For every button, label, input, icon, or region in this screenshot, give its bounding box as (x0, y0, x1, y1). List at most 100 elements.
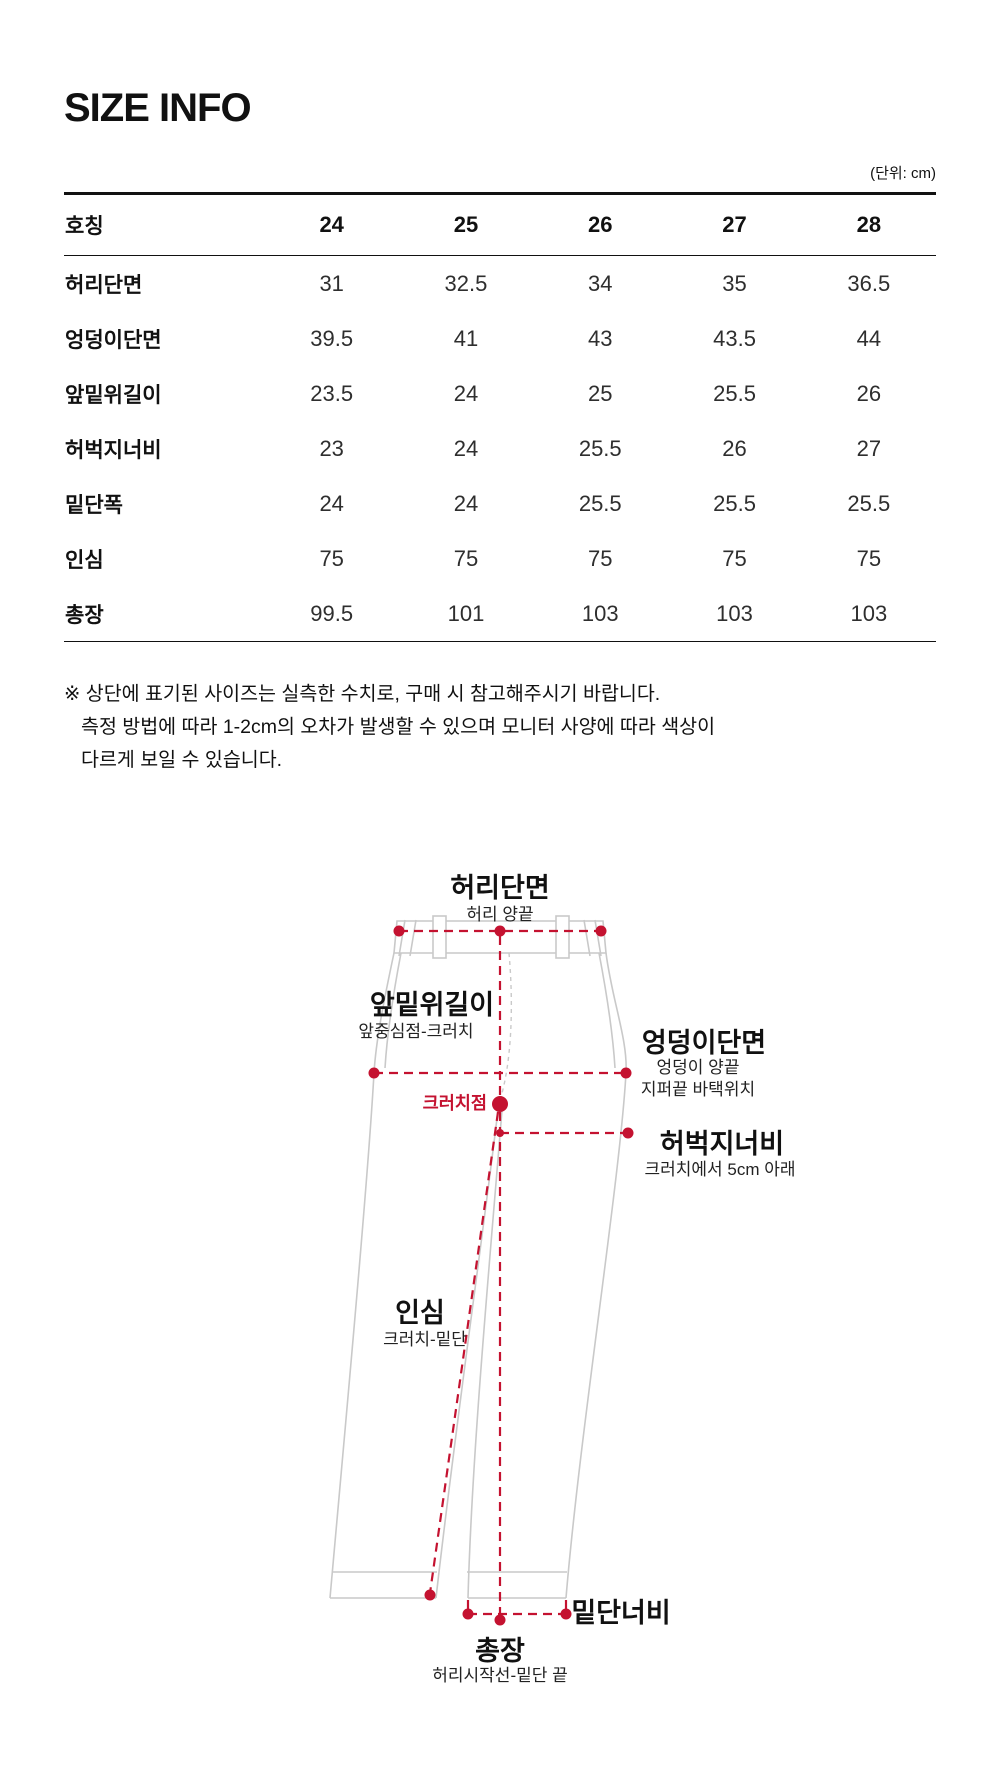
inseam-dot-bottom (424, 1589, 436, 1601)
table-row-thigh: 허벅지너비 23 24 25.5 26 27 (64, 421, 936, 476)
table-header-size-25: 25 (398, 193, 534, 256)
pants-belt-loop-right-edge (583, 919, 602, 957)
cell: 32.5 (444, 270, 488, 296)
page-title: SIZE INFO (64, 86, 252, 130)
diagram-sublabel-hip-2: 지퍼끝 바택위치 (640, 1080, 756, 1099)
cell: 44 (856, 325, 882, 351)
table-header-size-28: 28 (801, 193, 936, 256)
thigh-dot-right (622, 1127, 634, 1139)
row-label: 밑단폭 (65, 493, 123, 517)
hem-dot-right (560, 1608, 572, 1620)
diagram-label-waist: 허리단면 (450, 873, 550, 903)
cell: 25.5 (847, 490, 891, 516)
cell: 26 (722, 435, 747, 461)
diagram-label-hem-width: 밑단너비 (571, 1598, 671, 1628)
cell: 34 (588, 270, 613, 296)
cell: 43 (588, 325, 613, 351)
diagram-label-front-rise: 앞밑위길이 (369, 990, 495, 1020)
waist-dot-center (494, 925, 506, 937)
table-row-hem-width: 밑단폭 24 24 25.5 25.5 25.5 (64, 476, 936, 531)
cell: 75 (588, 545, 613, 571)
cell: 103 (581, 600, 619, 626)
cell: 43.5 (713, 325, 756, 351)
diagram-label-total-length: 총장 (475, 1636, 525, 1666)
table-row-front-rise: 앞밑위길이 23.5 24 25 25.5 26 (64, 366, 936, 421)
cell: 103 (716, 600, 753, 626)
footnote: ※ 상단에 표기된 사이즈는 실측한 수치로, 구매 시 참고해주시기 바랍니다… (64, 678, 936, 777)
pants-right-outer-seam (565, 952, 627, 1599)
cell: 24 (453, 380, 479, 406)
pants-left-hem (330, 1571, 437, 1599)
table-row-inseam: 인심 75 75 75 75 75 (64, 531, 936, 586)
diagram-sublabel-hip-1: 엉덩이 양끝 (656, 1058, 740, 1077)
table-header-name: 호칭 (64, 193, 265, 256)
row-label: 인심 (65, 548, 104, 572)
table-header-row: 호칭 24 25 26 27 28 (64, 193, 936, 256)
pants-right-pocket-seam (598, 952, 616, 1069)
size-table: 호칭 24 25 26 27 28 허리단면 31 32.5 34 35 36.… (64, 192, 936, 642)
cell: 35 (722, 270, 747, 296)
row-label: 허벅지너비 (65, 438, 162, 462)
cell: 24 (319, 490, 344, 516)
footnote-line-2: 측정 방법에 따라 1-2cm의 오차가 발생할 수 있으며 모니터 사양에 따… (81, 716, 716, 738)
cell: 41 (453, 325, 479, 351)
cell: 101 (447, 600, 485, 626)
pants-left-pocket-seam (384, 952, 402, 1069)
cell: 75 (856, 545, 882, 571)
cell: 25.5 (578, 490, 622, 516)
table-header-size-24: 24 (264, 193, 399, 256)
size-info-section: SIZE INFO (단위: cm) 호칭 24 25 26 27 28 허리단… (0, 0, 1000, 777)
pants-belt-loop-left-edge (398, 919, 417, 957)
hip-dot-left (368, 1067, 380, 1079)
unit-note: (단위: cm) (870, 165, 936, 182)
table-header-size-27: 27 (667, 193, 802, 256)
cell: 23.5 (310, 380, 354, 406)
row-label: 엉덩이단면 (65, 328, 162, 352)
pants-belt-loop-right (555, 915, 570, 959)
table-header-size-26: 26 (533, 193, 668, 256)
diagram-sublabel-inseam: 크러치-밑단 (383, 1330, 467, 1349)
cell: 25 (588, 380, 613, 406)
pants-left-inner-seam (435, 1109, 499, 1599)
diagram-label-crotch-point: 크러치점 (422, 1093, 487, 1113)
diagram-sublabel-total-length: 허리시작선-밑단 끝 (432, 1666, 568, 1685)
waist-dot-left (393, 925, 405, 937)
cell: 25.5 (713, 490, 756, 516)
table-row-total-length: 총장 99.5 101 103 103 103 (64, 586, 936, 642)
cell: 75 (722, 545, 747, 571)
diagram-label-hip: 엉덩이단면 (641, 1028, 767, 1058)
cell: 75 (453, 545, 479, 571)
cell: 24 (453, 490, 479, 516)
cell: 75 (319, 545, 344, 571)
cell: 23 (319, 435, 344, 461)
row-label: 앞밑위길이 (65, 383, 162, 407)
cell: 103 (850, 600, 888, 626)
row-label: 허리단면 (65, 273, 143, 297)
waist-dot-right (595, 925, 607, 937)
cell: 31 (319, 270, 344, 296)
total-length-dot-bottom (494, 1614, 506, 1626)
pants-right-hem (467, 1571, 567, 1599)
table-row-waist: 허리단면 31 32.5 34 35 36.5 (64, 256, 936, 312)
diagram-sublabel-front-rise: 앞중심점-크러치 (358, 1022, 474, 1041)
cell: 24 (453, 435, 479, 461)
footnote-line-3: 다르게 보일 수 있습니다. (81, 749, 283, 771)
table-row-hip: 엉덩이단면 39.5 41 43 43.5 44 (64, 311, 936, 366)
pants-fly-stitch (499, 952, 513, 1101)
inseam-measure-line (428, 1111, 500, 1594)
pants-right-inner-seam (467, 1109, 503, 1599)
cell: 27 (856, 435, 882, 461)
diagram-label-inseam: 인심 (395, 1298, 445, 1328)
cell: 25.5 (713, 380, 756, 406)
footnote-line-1: ※ 상단에 표기된 사이즈는 실측한 수치로, 구매 시 참고해주시기 바랍니다… (64, 683, 661, 705)
cell: 39.5 (310, 325, 354, 351)
diagram-label-thigh: 허벅지너비 (659, 1129, 785, 1159)
diagram-sublabel-waist: 허리 양끝 (466, 905, 534, 924)
cell: 36.5 (847, 270, 891, 296)
hem-dot-left (462, 1608, 474, 1620)
row-label: 총장 (65, 603, 104, 627)
pants-left-outer-seam (329, 952, 395, 1599)
hip-dot-right (620, 1067, 632, 1079)
